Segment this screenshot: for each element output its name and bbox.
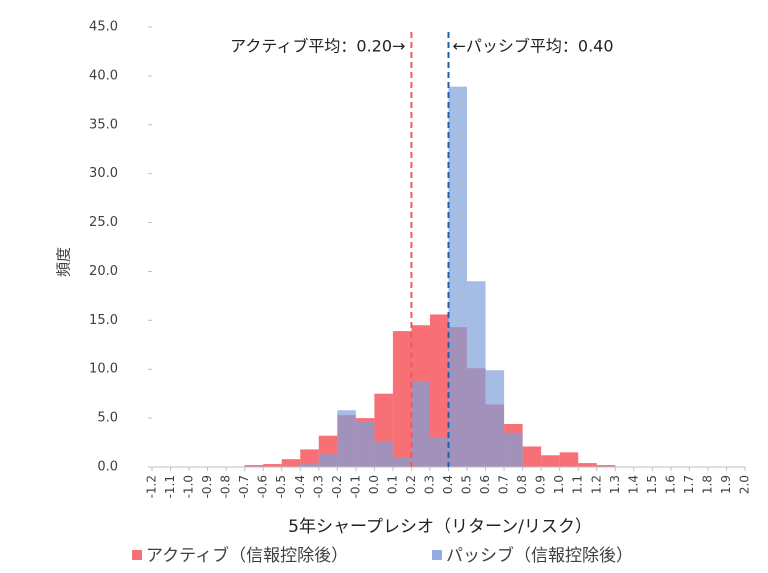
y-tick-label: 35.0 [89,117,118,132]
x-tick-label: 1.0 [552,475,566,494]
bar [411,380,430,467]
legend-label: パッシブ（信報控除後） [446,545,633,566]
bar [355,421,375,467]
legend-swatch [432,550,442,560]
bar [300,449,319,467]
x-axis-label: 5年シャープレシオ（リターン/リスク） [288,517,592,537]
bar [392,457,412,467]
y-tick-label: 5.0 [97,411,118,426]
x-tick-label: -0.6 [256,475,270,498]
y-tick-label: 25.0 [89,215,118,230]
y-tick-label: 45.0 [89,20,118,35]
x-tick-label: 1.9 [719,475,733,494]
x-tick-label: 1.1 [571,475,585,494]
x-tick-label: 0.9 [534,475,548,494]
x-tick-label: -1.0 [182,475,196,498]
bar [263,464,282,467]
x-tick-label: 1.8 [700,475,714,494]
legend-label: アクティブ（信報控除後） [146,545,348,566]
x-tick-label: -0.4 [293,475,307,498]
bar [504,432,523,467]
bar [429,314,449,467]
x-tick-label: 2.0 [738,475,752,494]
bar [578,463,597,467]
x-tick-label: -1.2 [145,475,159,498]
x-tick-label: -1.1 [163,475,177,498]
x-tick-label: 1.7 [682,475,696,494]
x-tick-label: 0.8 [515,475,529,494]
y-axis-label: 頻度 [55,247,73,277]
x-tick-label: -0.1 [348,475,362,498]
x-tick-label: 0.0 [367,475,381,494]
x-tick-label: 0.2 [404,475,418,494]
x-tick-label: 0.6 [478,475,492,494]
legend-swatch [132,550,142,560]
bar [392,331,412,467]
x-tick-label: 0.1 [385,475,399,494]
y-tick-label: 40.0 [89,68,118,83]
bar [374,441,393,467]
bar [467,281,486,467]
y-tick-label: 15.0 [89,313,118,328]
x-tick-label: -0.5 [274,475,288,498]
y-tick-label: 30.0 [89,166,118,181]
x-tick-label: 1.5 [645,475,659,494]
bar [429,437,449,467]
x-tick-label: 1.2 [589,475,603,494]
x-tick-label: -0.3 [311,475,325,498]
x-tick-label: 0.5 [460,475,474,494]
y-tick-label: 20.0 [89,264,118,279]
x-tick-label: 0.4 [441,475,455,494]
bar [300,464,319,467]
bar [318,454,338,467]
bar [448,86,468,468]
x-tick-label: 0.3 [422,475,436,494]
annotation: ←パッシブ平均：0.40 [453,37,614,56]
x-tick-label: 1.3 [608,475,622,494]
bar [281,459,301,467]
x-tick-label: -0.8 [219,475,233,498]
bar [337,410,356,467]
bar [244,465,264,467]
bar [522,446,542,467]
x-tick-label: 1.4 [626,475,640,494]
x-tick-label: -0.7 [237,475,251,498]
bar [559,452,579,467]
x-tick-label: 0.7 [497,475,511,494]
annotation: アクティブ平均：0.20→ [230,37,405,56]
bar [596,465,616,467]
y-tick-label: 10.0 [89,362,118,377]
x-tick-label: 1.6 [663,475,677,494]
bar [541,455,560,467]
y-tick-label: 0.0 [97,460,118,475]
x-tick-label: -0.9 [200,475,214,498]
x-tick-label: -0.2 [330,475,344,498]
bar [485,370,505,467]
